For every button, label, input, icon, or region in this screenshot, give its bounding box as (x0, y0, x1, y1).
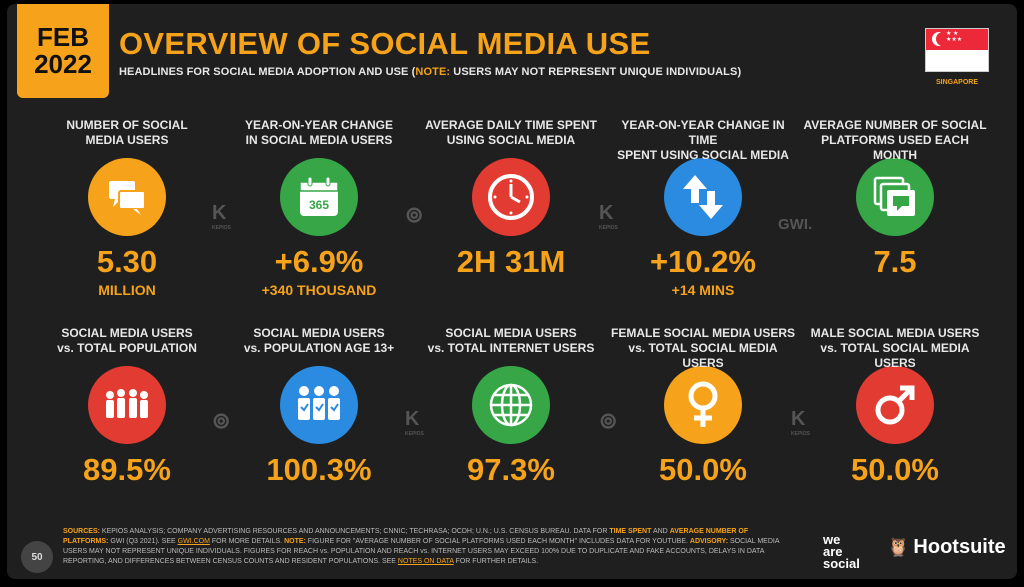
signal-icon: ⊚ (405, 202, 424, 227)
footer-sources: SOURCES: KEPIOS ANALYSIS; COMPANY ADVERT… (63, 528, 780, 565)
kepios-logo-icon: K KEPIOS (212, 202, 231, 231)
stat-male-users: MALE SOCIAL MEDIA USERS vs. TOTAL SOCIAL … (803, 326, 987, 486)
owl-icon: 🦉 (887, 537, 910, 557)
stat-yoy-time: YEAR-ON-YEAR CHANGE IN TIME SPENT USING S… (611, 118, 795, 298)
we-are-social-logo: we are social (823, 532, 860, 571)
subtitle-text: HEADLINES FOR SOCIAL MEDIA ADOPTION AND … (119, 66, 416, 78)
page-subtitle: HEADLINES FOR SOCIAL MEDIA ADOPTION AND … (119, 66, 741, 78)
stat-vs-population: SOCIAL MEDIA USERS vs. TOTAL POPULATION 8… (35, 326, 219, 486)
svg-text:365: 365 (309, 198, 329, 212)
stacked-chat-icon (856, 158, 934, 236)
up-down-arrows-icon (664, 158, 742, 236)
adults-check-icon (280, 366, 358, 444)
male-symbol-icon (856, 366, 934, 444)
stat-daily-time: AVERAGE DAILY TIME SPENT USING SOCIAL MED… (419, 118, 603, 278)
people-group-icon (88, 366, 166, 444)
signal-icon: ⊚ (212, 408, 231, 433)
country-label: SINGAPORE (935, 79, 978, 86)
stat-value: 97.3% (467, 452, 555, 487)
stat-sub: MILLION (98, 282, 156, 298)
stat-female-users: FEMALE SOCIAL MEDIA USERS vs. TOTAL SOCIA… (611, 326, 795, 486)
stat-social-media-users: NUMBER OF SOCIAL MEDIA USERS 5.30 MILLION (35, 118, 219, 298)
stat-vs-population-13: SOCIAL MEDIA USERS vs. POPULATION AGE 13+… (227, 326, 411, 486)
stat-value: 50.0% (851, 452, 939, 487)
stat-value: 7.5 (873, 244, 917, 279)
gwi-link[interactable]: GWI.COM (177, 538, 210, 545)
stat-label: FEMALE SOCIAL MEDIA USERS vs. TOTAL SOCIA… (611, 326, 796, 370)
slide: FEB 2022 OVERVIEW OF SOCIAL MEDIA USE HE… (7, 4, 1017, 579)
gwi-logo: GWI. (778, 216, 813, 233)
stat-label: MALE SOCIAL MEDIA USERS vs. TOTAL SOCIAL … (810, 326, 980, 370)
subtitle-text-end: USERS MAY NOT REPRESENT UNIQUE INDIVIDUA… (450, 66, 742, 78)
singapore-flag-icon: ★ ★ ★★★ (925, 28, 989, 72)
stat-value: 5.30 (96, 244, 158, 279)
stat-label: SOCIAL MEDIA USERS vs. POPULATION AGE 13+ (243, 326, 395, 355)
page-title: OVERVIEW OF SOCIAL MEDIA USE (119, 26, 651, 61)
stat-sub: +340 THOUSAND (261, 282, 377, 298)
date-month: FEB (37, 22, 89, 52)
stat-avg-platforms: AVERAGE NUMBER OF SOCIAL PLATFORMS USED E… (803, 118, 987, 278)
stat-label: SOCIAL MEDIA USERS vs. TOTAL INTERNET USE… (427, 326, 595, 355)
stat-value: +10.2% (649, 244, 756, 279)
stat-value: 2H 31M (456, 244, 566, 279)
stat-value: +6.9% (274, 244, 364, 279)
kepios-logo-icon: K KEPIOS (791, 408, 810, 437)
stat-sub: +14 MINS (671, 282, 735, 298)
notes-on-data-link[interactable]: NOTES ON DATA (397, 558, 454, 565)
stat-label: AVERAGE DAILY TIME SPENT USING SOCIAL MED… (425, 118, 597, 147)
stat-value: 50.0% (659, 452, 747, 487)
stat-label: SOCIAL MEDIA USERS vs. TOTAL POPULATION (57, 326, 197, 355)
stat-value: 89.5% (83, 452, 171, 487)
page-number: 50 (21, 541, 53, 573)
calendar-365-icon: 365 (280, 158, 358, 236)
stat-vs-internet-users: SOCIAL MEDIA USERS vs. TOTAL INTERNET USE… (419, 326, 603, 486)
stat-label: YEAR-ON-YEAR CHANGE IN SOCIAL MEDIA USERS (244, 118, 393, 147)
hootsuite-logo: 🦉 Hootsuite (887, 536, 1006, 558)
signal-icon: ⊚ (599, 408, 618, 433)
stat-yoy-users: YEAR-ON-YEAR CHANGE IN SOCIAL MEDIA USERS… (227, 118, 411, 298)
clock-icon (472, 158, 550, 236)
stat-value: 100.3% (266, 452, 372, 487)
kepios-logo-icon: K KEPIOS (599, 202, 618, 231)
date-badge: FEB 2022 (17, 4, 109, 98)
kepios-logo-icon: K KEPIOS (405, 408, 424, 437)
date-year: 2022 (34, 49, 92, 79)
globe-icon (472, 366, 550, 444)
subtitle-note: NOTE: (415, 66, 451, 78)
female-symbol-icon (664, 366, 742, 444)
chat-bubbles-icon (88, 158, 166, 236)
stat-label: YEAR-ON-YEAR CHANGE IN TIME SPENT USING S… (617, 118, 789, 162)
stat-label: NUMBER OF SOCIAL MEDIA USERS (66, 118, 188, 147)
stat-label: AVERAGE NUMBER OF SOCIAL PLATFORMS USED E… (803, 118, 987, 162)
